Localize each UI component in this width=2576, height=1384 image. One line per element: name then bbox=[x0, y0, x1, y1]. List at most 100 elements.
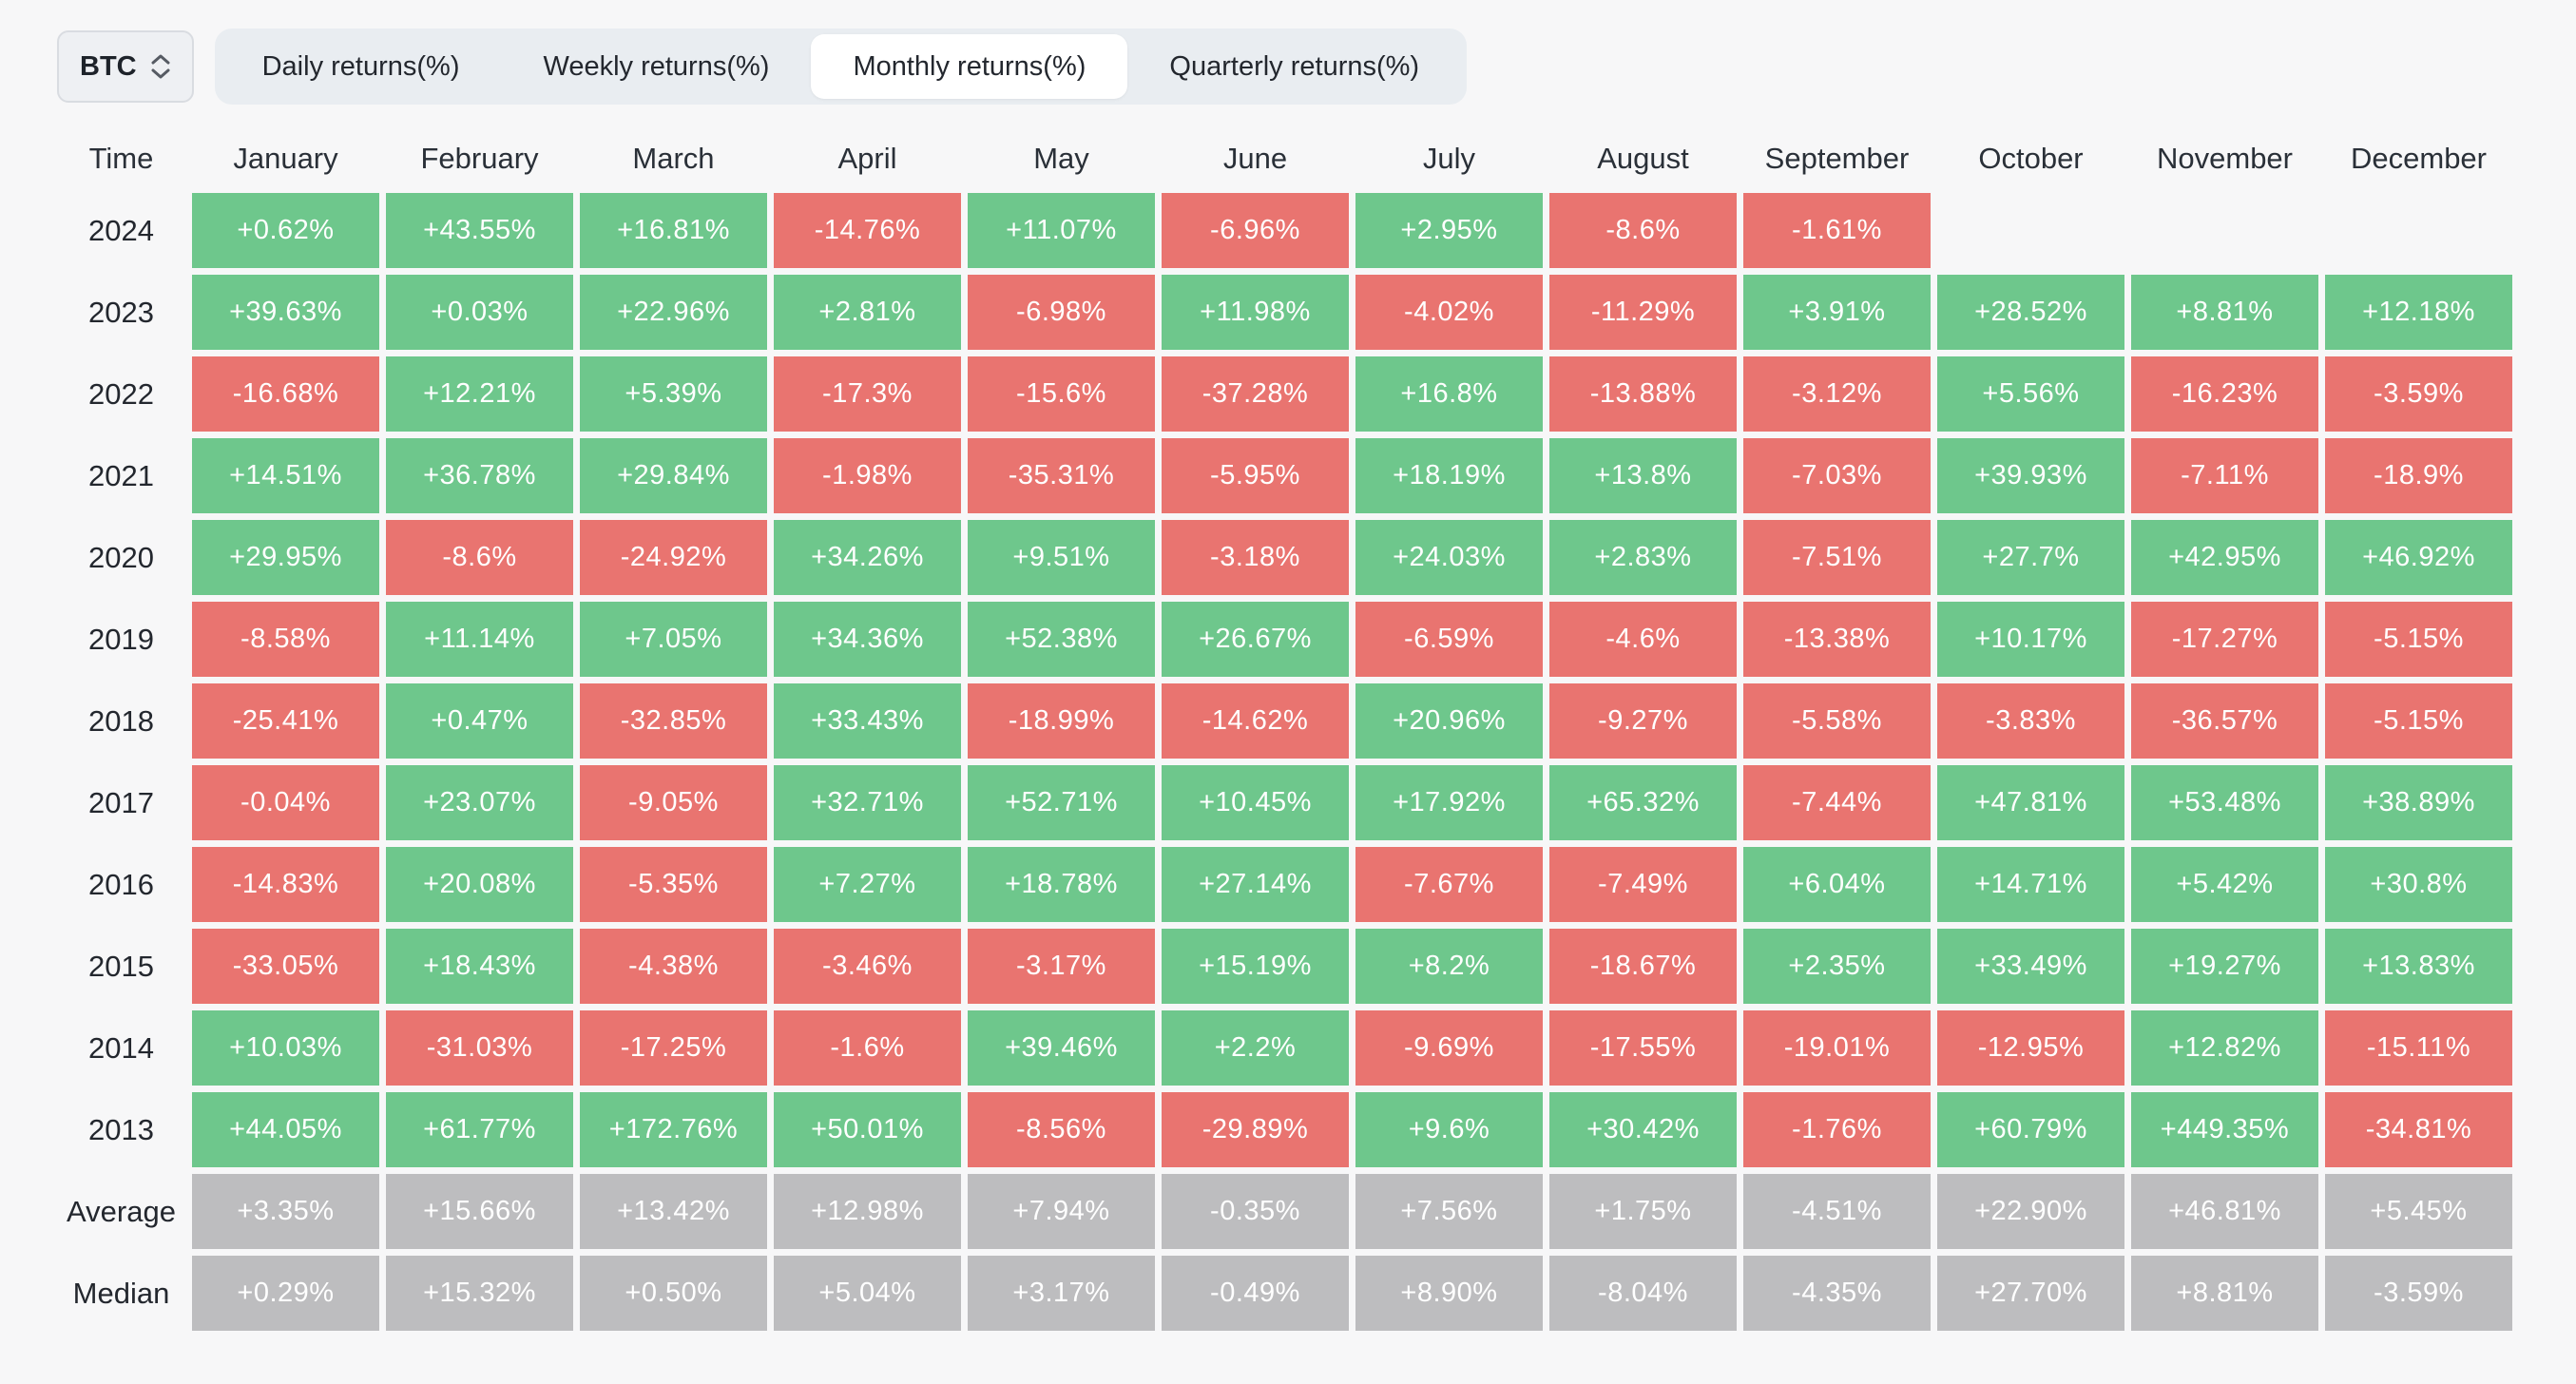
return-cell[interactable]: -16.68% bbox=[192, 356, 379, 432]
return-cell[interactable]: -12.95% bbox=[1937, 1010, 2124, 1086]
return-cell[interactable]: +60.79% bbox=[1937, 1092, 2124, 1167]
return-cell[interactable]: -34.81% bbox=[2325, 1092, 2512, 1167]
return-cell[interactable]: -8.04% bbox=[1549, 1256, 1737, 1331]
return-cell[interactable]: -7.49% bbox=[1549, 847, 1737, 922]
return-cell[interactable]: +16.81% bbox=[580, 193, 767, 268]
tab-monthly[interactable]: Monthly returns(%) bbox=[811, 34, 1128, 99]
return-cell[interactable]: -9.27% bbox=[1549, 683, 1737, 759]
return-cell[interactable]: +8.2% bbox=[1355, 929, 1543, 1004]
return-cell[interactable]: +43.55% bbox=[386, 193, 573, 268]
return-cell[interactable]: +13.42% bbox=[580, 1174, 767, 1249]
return-cell[interactable]: +23.07% bbox=[386, 765, 573, 840]
return-cell[interactable]: +16.8% bbox=[1355, 356, 1543, 432]
return-cell[interactable]: -8.58% bbox=[192, 602, 379, 677]
return-cell[interactable]: +30.42% bbox=[1549, 1092, 1737, 1167]
return-cell[interactable]: +42.95% bbox=[2131, 520, 2318, 595]
return-cell[interactable]: +29.84% bbox=[580, 438, 767, 513]
return-cell[interactable]: -5.95% bbox=[1162, 438, 1349, 513]
return-cell[interactable]: +20.08% bbox=[386, 847, 573, 922]
return-cell[interactable]: +7.27% bbox=[774, 847, 961, 922]
return-cell[interactable]: -18.67% bbox=[1549, 929, 1737, 1004]
return-cell[interactable]: +9.6% bbox=[1355, 1092, 1543, 1167]
return-cell[interactable]: +18.78% bbox=[968, 847, 1155, 922]
return-cell[interactable]: +10.17% bbox=[1937, 602, 2124, 677]
return-cell[interactable]: +12.21% bbox=[386, 356, 573, 432]
return-cell[interactable]: -4.51% bbox=[1743, 1174, 1931, 1249]
return-cell[interactable]: -7.03% bbox=[1743, 438, 1931, 513]
return-cell[interactable]: +53.48% bbox=[2131, 765, 2318, 840]
return-cell[interactable]: +1.75% bbox=[1549, 1174, 1737, 1249]
return-cell[interactable]: -8.6% bbox=[1549, 193, 1737, 268]
return-cell[interactable]: +5.04% bbox=[774, 1256, 961, 1331]
return-cell[interactable]: +2.35% bbox=[1743, 929, 1931, 1004]
return-cell[interactable]: +26.67% bbox=[1162, 602, 1349, 677]
return-cell[interactable]: +20.96% bbox=[1355, 683, 1543, 759]
return-cell[interactable]: -0.35% bbox=[1162, 1174, 1349, 1249]
return-cell[interactable]: -1.98% bbox=[774, 438, 961, 513]
return-cell[interactable]: -7.51% bbox=[1743, 520, 1931, 595]
return-cell[interactable]: -0.04% bbox=[192, 765, 379, 840]
return-cell[interactable]: +15.32% bbox=[386, 1256, 573, 1331]
return-cell[interactable]: -33.05% bbox=[192, 929, 379, 1004]
return-cell[interactable]: -4.38% bbox=[580, 929, 767, 1004]
return-cell[interactable]: -3.17% bbox=[968, 929, 1155, 1004]
return-cell[interactable]: +12.82% bbox=[2131, 1010, 2318, 1086]
return-cell[interactable]: -5.15% bbox=[2325, 683, 2512, 759]
return-cell[interactable]: -32.85% bbox=[580, 683, 767, 759]
return-cell[interactable]: +38.89% bbox=[2325, 765, 2512, 840]
return-cell[interactable]: +3.35% bbox=[192, 1174, 379, 1249]
return-cell[interactable]: +28.52% bbox=[1937, 275, 2124, 350]
return-cell[interactable]: +11.07% bbox=[968, 193, 1155, 268]
return-cell[interactable]: +8.90% bbox=[1355, 1256, 1543, 1331]
return-cell[interactable]: +5.45% bbox=[2325, 1174, 2512, 1249]
return-cell[interactable]: -14.62% bbox=[1162, 683, 1349, 759]
return-cell[interactable]: +39.46% bbox=[968, 1010, 1155, 1086]
return-cell[interactable]: -6.98% bbox=[968, 275, 1155, 350]
return-cell[interactable]: +0.03% bbox=[386, 275, 573, 350]
return-cell[interactable]: -35.31% bbox=[968, 438, 1155, 513]
return-cell[interactable]: +46.81% bbox=[2131, 1174, 2318, 1249]
return-cell[interactable]: -3.59% bbox=[2325, 1256, 2512, 1331]
return-cell[interactable]: -18.99% bbox=[968, 683, 1155, 759]
return-cell[interactable]: -25.41% bbox=[192, 683, 379, 759]
return-cell[interactable]: +3.17% bbox=[968, 1256, 1155, 1331]
return-cell[interactable]: +0.62% bbox=[192, 193, 379, 268]
return-cell[interactable]: +449.35% bbox=[2131, 1092, 2318, 1167]
return-cell[interactable]: -16.23% bbox=[2131, 356, 2318, 432]
return-cell[interactable]: +12.98% bbox=[774, 1174, 961, 1249]
return-cell[interactable]: -3.12% bbox=[1743, 356, 1931, 432]
return-cell[interactable]: -1.61% bbox=[1743, 193, 1931, 268]
return-cell[interactable]: -4.6% bbox=[1549, 602, 1737, 677]
return-cell[interactable]: +15.66% bbox=[386, 1174, 573, 1249]
return-cell[interactable]: +47.81% bbox=[1937, 765, 2124, 840]
return-cell[interactable]: -3.59% bbox=[2325, 356, 2512, 432]
return-cell[interactable]: +0.50% bbox=[580, 1256, 767, 1331]
return-cell[interactable]: +13.8% bbox=[1549, 438, 1737, 513]
return-cell[interactable]: +5.39% bbox=[580, 356, 767, 432]
return-cell[interactable]: -17.25% bbox=[580, 1010, 767, 1086]
return-cell[interactable]: +0.47% bbox=[386, 683, 573, 759]
return-cell[interactable]: +50.01% bbox=[774, 1092, 961, 1167]
return-cell[interactable]: +30.8% bbox=[2325, 847, 2512, 922]
tab-daily[interactable]: Daily returns(%) bbox=[261, 50, 460, 82]
return-cell[interactable]: -3.46% bbox=[774, 929, 961, 1004]
return-cell[interactable]: -7.67% bbox=[1355, 847, 1543, 922]
return-cell[interactable]: -6.96% bbox=[1162, 193, 1349, 268]
return-cell[interactable]: -3.83% bbox=[1937, 683, 2124, 759]
return-cell[interactable]: +33.43% bbox=[774, 683, 961, 759]
return-cell[interactable]: +18.43% bbox=[386, 929, 573, 1004]
return-cell[interactable]: +39.93% bbox=[1937, 438, 2124, 513]
return-cell[interactable]: +52.38% bbox=[968, 602, 1155, 677]
return-cell[interactable]: +11.14% bbox=[386, 602, 573, 677]
return-cell[interactable]: +7.05% bbox=[580, 602, 767, 677]
return-cell[interactable]: +5.56% bbox=[1937, 356, 2124, 432]
return-cell[interactable]: -17.55% bbox=[1549, 1010, 1737, 1086]
return-cell[interactable]: -15.11% bbox=[2325, 1010, 2512, 1086]
return-cell[interactable]: +34.36% bbox=[774, 602, 961, 677]
return-cell[interactable]: -15.6% bbox=[968, 356, 1155, 432]
return-cell[interactable]: -7.44% bbox=[1743, 765, 1931, 840]
return-cell[interactable]: +7.56% bbox=[1355, 1174, 1543, 1249]
return-cell[interactable]: +27.7% bbox=[1937, 520, 2124, 595]
return-cell[interactable]: +52.71% bbox=[968, 765, 1155, 840]
return-cell[interactable]: -13.88% bbox=[1549, 356, 1737, 432]
